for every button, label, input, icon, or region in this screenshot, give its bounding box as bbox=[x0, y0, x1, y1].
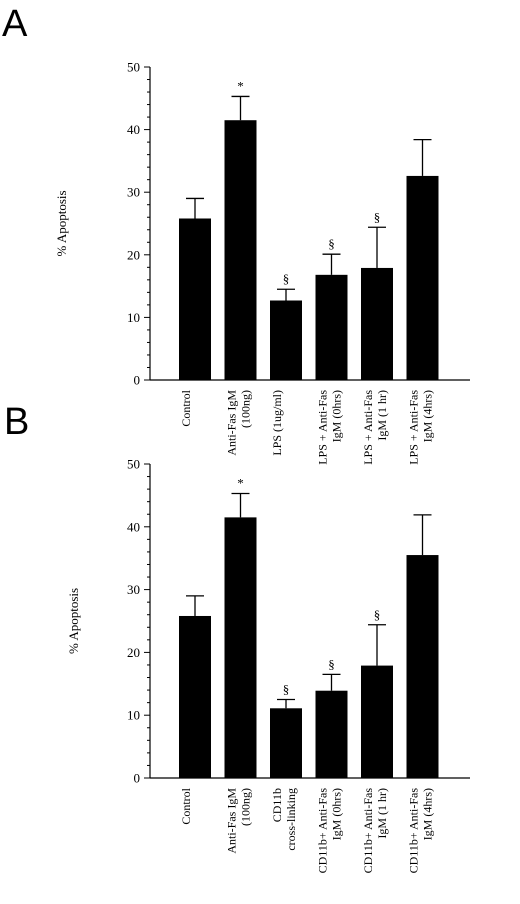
panel-a-category-label-6: LPS + Anti-Fas bbox=[407, 390, 421, 465]
panel-b-chart: 0 10 20 30 40 50 % Apoptosis Control * Anti-Fas I… bbox=[66, 457, 470, 874]
panel-b-category-label-6: CD11b+ Anti-Fas bbox=[407, 788, 421, 874]
panel-b-bar-5 bbox=[361, 665, 393, 778]
panel-b-category-label-3: cross-linking bbox=[284, 788, 298, 851]
panel-a-category-label-1: Control bbox=[179, 389, 193, 426]
panel-b-category-label-6: IgM (4hrs) bbox=[421, 788, 435, 840]
panel-letter-b: B bbox=[4, 401, 29, 443]
panel-b-significance-marker-5: § bbox=[374, 607, 381, 622]
panel-b-category-label-4: CD11b+ Anti-Fas bbox=[316, 788, 330, 874]
panel-a-bar-6 bbox=[406, 175, 439, 380]
panel-a-ytick-label: 50 bbox=[127, 60, 140, 75]
panel-b-bar-3 bbox=[270, 708, 302, 778]
panel-a-chart: 0 10 20 30 40 50 % Apoptosis Control * Anti-Fas I… bbox=[54, 60, 470, 465]
panel-a-significance-marker-2: * bbox=[237, 78, 244, 93]
panel-a-ytick-label: 30 bbox=[127, 185, 140, 200]
panel-b-category-label-1: Control bbox=[179, 787, 193, 824]
panel-a-category-label-4: IgM (0hrs) bbox=[330, 390, 344, 442]
panel-a-significance-marker-3: § bbox=[283, 271, 290, 286]
panel-b-ytick-label: 50 bbox=[127, 457, 140, 472]
panel-b-bar-2 bbox=[224, 517, 257, 778]
panel-b-category-label-2: Anti-Fas IgM bbox=[225, 788, 239, 854]
panel-a-significance-marker-5: § bbox=[374, 209, 381, 224]
panel-b-bar-1 bbox=[179, 615, 211, 778]
panel-a-category-label-5: IgM (1 hr) bbox=[375, 390, 389, 441]
panel-a-category-label-5: LPS + Anti-Fas bbox=[361, 390, 375, 465]
panel-a-ylabel: % Apoptosis bbox=[54, 190, 69, 256]
panel-a-category-label-6: IgM (4hrs) bbox=[421, 390, 435, 442]
panel-a-category-label-3: LPS (1ug/ml) bbox=[270, 390, 284, 456]
panel-b-ytick-label: 30 bbox=[127, 582, 140, 597]
panel-b-ytick-label: 40 bbox=[127, 519, 140, 534]
panel-a-ytick-label: 0 bbox=[134, 373, 141, 388]
panel-a-category-label-2: Anti-Fas IgM bbox=[225, 390, 239, 456]
panel-b-ytick-label: 20 bbox=[127, 645, 140, 660]
panel-letter-a: A bbox=[2, 3, 28, 45]
panel-a-bar-3 bbox=[270, 300, 302, 380]
panel-b-bar-4 bbox=[315, 690, 348, 778]
panel-a-ytick-label: 10 bbox=[127, 310, 140, 325]
panel-a-bar-1 bbox=[179, 218, 211, 380]
panel-b-significance-marker-2: * bbox=[237, 476, 244, 491]
panel-a-category-label-4: LPS + Anti-Fas bbox=[316, 390, 330, 465]
panel-a-bar-5 bbox=[361, 267, 393, 380]
panel-b-category-label-3: CD11b bbox=[270, 788, 284, 822]
panel-b-category-label-5: IgM (1 hr) bbox=[375, 788, 389, 839]
panel-b-category-label-2: (100ng) bbox=[239, 788, 253, 826]
panel-a-ytick-label: 40 bbox=[127, 122, 140, 137]
panel-b-ytick-label: 10 bbox=[127, 708, 140, 723]
panel-a-bar-2 bbox=[224, 120, 257, 381]
panel-a-category-label-2: (100ng) bbox=[239, 390, 253, 428]
panel-b-category-label-5: CD11b+ Anti-Fas bbox=[361, 788, 375, 874]
panel-b-significance-marker-4: § bbox=[328, 656, 335, 671]
panel-b-category-label-4: IgM (0hrs) bbox=[330, 788, 344, 840]
panel-b-significance-marker-3: § bbox=[283, 682, 290, 697]
panel-a-bar-4 bbox=[315, 274, 348, 380]
panel-a-significance-marker-4: § bbox=[328, 236, 335, 251]
panel-a-ytick-label: 20 bbox=[127, 247, 140, 262]
panel-b-bar-6 bbox=[406, 555, 439, 778]
panel-b-ylabel: % Apoptosis bbox=[66, 588, 81, 654]
panel-b-ytick-label: 0 bbox=[134, 771, 141, 786]
